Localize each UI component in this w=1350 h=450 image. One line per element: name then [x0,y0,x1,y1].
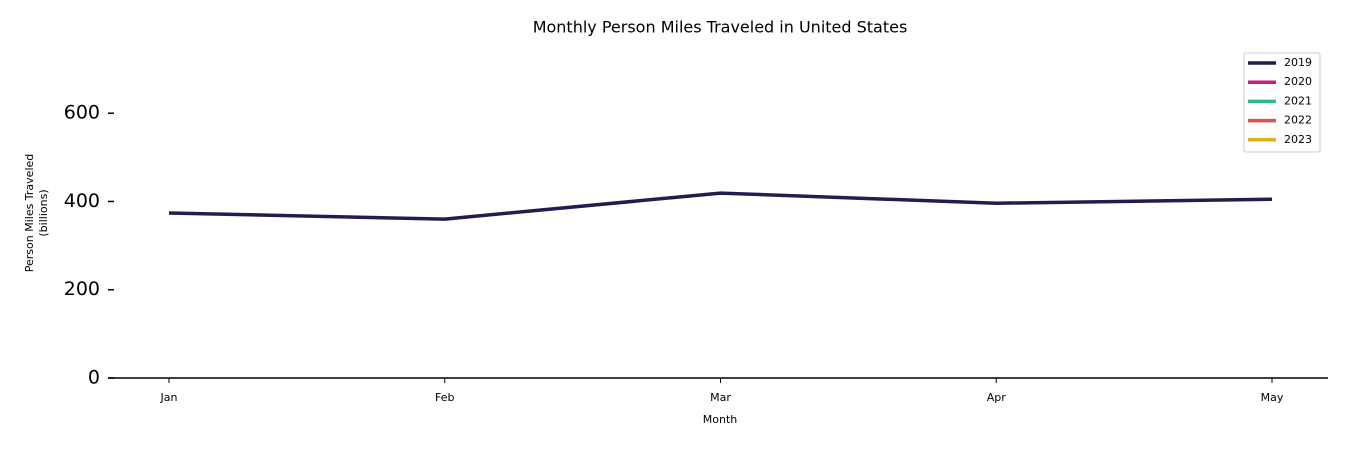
y-axis-label-line: Person Miles Traveled [23,154,36,273]
x-tick-label: Feb [435,391,454,404]
y-tick-label: 0 [88,367,100,389]
legend-label: 2023 [1284,133,1312,146]
legend-box [1243,52,1321,153]
y-axis-label-line: (billions) [37,189,50,236]
x-tick-label: Jan [160,391,178,404]
y-tick-label: 400 [64,190,100,212]
legend-label: 2021 [1284,94,1312,107]
x-axis-label: Month [703,413,738,426]
legend-label: 2020 [1284,75,1312,88]
y-tick-label: 200 [64,278,100,300]
line-series [168,191,1273,221]
x-tick-label: Apr [987,391,1007,404]
chart-title: Monthly Person Miles Traveled in United … [533,18,908,37]
y-axis-label: Person Miles Traveled (billions) [23,154,50,273]
y-tick-label: 600 [64,102,100,124]
x-tick-label: May [1261,391,1284,404]
x-tick-label: Mar [710,391,731,404]
legend-label: 2022 [1284,114,1312,127]
legend-label: 2019 [1284,56,1312,69]
